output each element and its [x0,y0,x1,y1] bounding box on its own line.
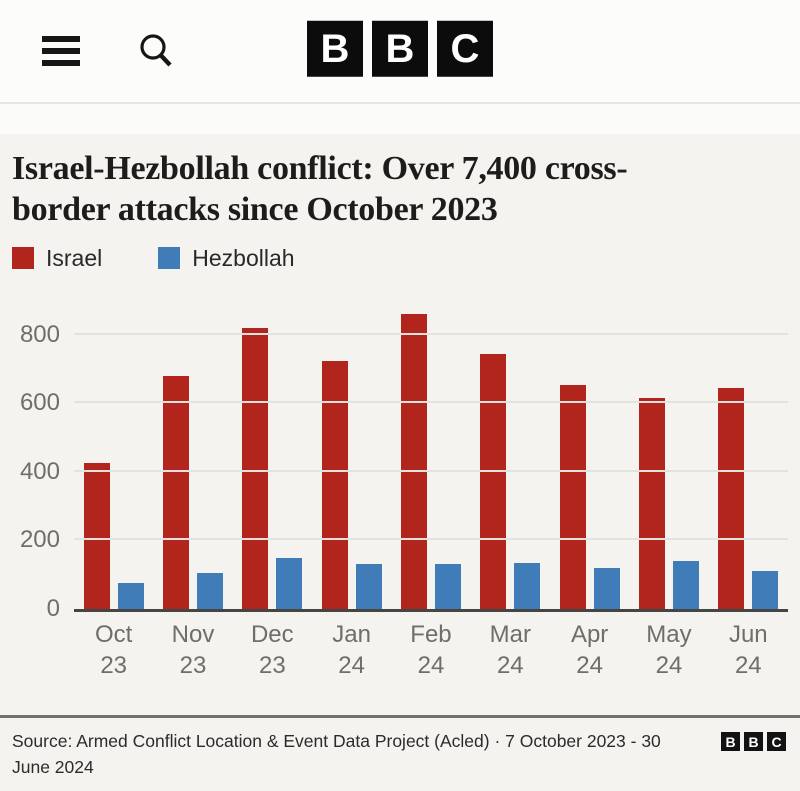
gridline-400 [74,469,788,472]
chart-title: Israel-Hezbollah conflict: Over 7,400 cr… [12,150,628,229]
x-axis-label-nov-23: Nov 23 [171,620,215,679]
footer: Source: Armed Conflict Location & Event … [0,718,800,780]
footer-divider [0,715,800,719]
x-axis-label-feb-24: Feb 24 [410,620,452,679]
header-divider [0,102,800,104]
bar-group-apr-24 [550,290,629,609]
search-icon [140,34,172,67]
x-axis-label-jun-24: Jun 24 [728,620,768,679]
hamburger-icon [42,36,80,42]
bar-hezbollah-jun-24 [752,570,779,609]
gridline-600 [74,401,788,404]
gridline-200 [74,538,788,541]
bar-israel-may-24 [638,397,665,609]
bar-israel-nov-23 [162,375,189,609]
legend-item-israel: Israel [12,245,102,272]
bar-group-feb-24 [391,290,470,609]
bar-israel-feb-24 [400,313,427,609]
bar-hezbollah-may-24 [672,560,699,609]
bar-israel-oct-23 [83,462,110,609]
gridline-800 [74,332,788,335]
bbc-logo-block: B [721,732,740,752]
menu-button[interactable] [42,36,80,66]
bar-hezbollah-apr-24 [593,567,620,609]
bar-israel-jan-24 [321,360,348,609]
y-axis-tick-200: 200 [19,526,60,554]
y-axis-tick-0: 0 [46,594,60,622]
bbc-logo-block: B [372,20,428,77]
bar-group-dec-23 [233,290,312,609]
legend-swatch-israel [12,247,34,270]
bar-hezbollah-oct-23 [117,582,144,609]
legend-item-hezbollah: Hezbollah [158,244,295,272]
bar-group-may-24 [629,290,708,609]
bar-group-oct-23 [74,290,153,609]
bar-group-jun-24 [709,290,788,609]
x-axis-label-oct-23: Oct 23 [94,620,133,679]
bar-groups [74,290,788,609]
bbc-logo-block: B [307,20,363,77]
bar-israel-mar-24 [480,353,507,609]
x-axis-label-may-24: May 24 [646,620,692,679]
legend-label: Hezbollah [192,244,295,271]
bar-hezbollah-nov-23 [196,572,223,609]
bar-hezbollah-jan-24 [355,563,382,609]
bar-israel-dec-23 [242,327,269,609]
x-axis-label-jan-24: Jan 24 [332,620,371,679]
x-axis-labels: Oct 23 Nov 23 Dec 23 Jan 24 Feb 24 Mar 24 Apr 24 May 24… [74,620,788,681]
x-axis-label-mar-24: Mar 24 [489,620,531,679]
bar-chart: 0 200 400 600 800 Oct 23 Nov 23 Dec 23 Jan 24 Feb 24 M… [0,290,800,681]
bar-hezbollah-dec-23 [276,557,303,609]
bbc-logo-block: C [767,732,786,752]
chart-legend: Israel Hezbollah [12,245,800,272]
bar-group-nov-23 [153,290,232,609]
y-axis-tick-400: 400 [19,457,60,485]
x-axis-label-dec-23: Dec 23 [250,620,294,679]
bbc-logo-block: C [437,20,493,77]
bar-group-mar-24 [471,290,550,609]
bar-hezbollah-mar-24 [514,562,541,609]
x-axis-label-apr-24: Apr 24 [570,620,609,679]
chart-plot-area: 0 200 400 600 800 [20,290,788,622]
bar-group-jan-24 [312,290,391,609]
bar-israel-jun-24 [718,387,745,609]
article-card: Israel-Hezbollah conflict: Over 7,400 cr… [0,134,800,791]
legend-label: Israel [46,244,103,271]
spacer-strip [0,104,800,134]
y-axis-tick-800: 800 [19,320,60,348]
legend-swatch-hezbollah [158,247,181,270]
bbc-logo-block: B [744,732,763,752]
search-button[interactable] [134,29,178,73]
source-text: Source: Armed Conflict Location & Event … [12,731,661,777]
y-axis-tick-600: 600 [19,389,60,417]
bar-hezbollah-feb-24 [434,563,461,609]
bar-israel-apr-24 [559,384,586,609]
